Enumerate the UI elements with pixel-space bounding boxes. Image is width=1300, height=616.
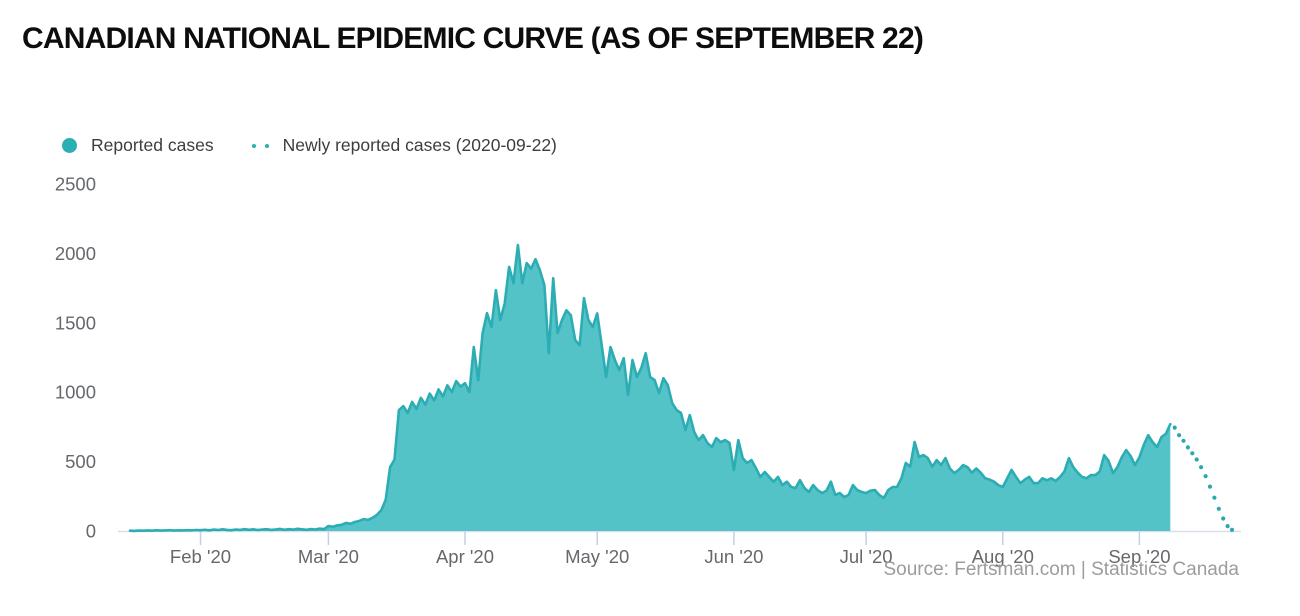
newly-reported-dot: [1203, 474, 1208, 479]
legend-item-reported-cases[interactable]: Reported cases: [62, 135, 214, 156]
x-axis-label: Jul '20: [840, 546, 893, 567]
y-axis-label: 1500: [55, 312, 96, 333]
x-axis-label: Aug '20: [972, 546, 1034, 567]
reported-cases-line: [128, 243, 1172, 533]
x-axis-label: Mar '20: [298, 546, 359, 567]
x-axis-label: Apr '20: [436, 546, 494, 567]
y-axis-label: 500: [65, 451, 96, 472]
newly-reported-dot: [1221, 516, 1226, 521]
source-credit: Source: Fertsman.com | Statistics Canada: [883, 559, 1239, 580]
newly-reported-dot: [1225, 524, 1230, 529]
x-axis-label: Sep '20: [1108, 546, 1170, 567]
reported-cases-dot-icon: [62, 138, 77, 153]
page-title: CANADIAN NATIONAL EPIDEMIC CURVE (AS OF …: [22, 22, 924, 55]
newly-reported-dot: [1199, 465, 1204, 470]
newly-reported-dot: [1172, 425, 1177, 430]
newly-reported-dot: [1194, 457, 1199, 462]
y-axis-label: 2000: [55, 243, 96, 264]
newly-reported-dotted-icon: [251, 143, 269, 148]
reported-cases-area: [130, 245, 1171, 531]
newly-reported-dot: [1181, 438, 1186, 443]
newly-reported-dot: [1185, 445, 1190, 450]
x-axis-label: Jun '20: [704, 546, 763, 567]
legend-label-newly-reported-cases: Newly reported cases (2020-09-22): [282, 135, 557, 155]
chart-legend: Reported cases Newly reported cases (202…: [62, 135, 557, 156]
y-axis-label: 1000: [55, 382, 96, 403]
legend-label-reported-cases: Reported cases: [91, 135, 214, 155]
newly-reported-dot: [1229, 527, 1235, 533]
newly-reported-dot: [1207, 484, 1213, 489]
y-axis-label: 0: [86, 521, 96, 542]
newly-reported-dot: [1177, 433, 1182, 438]
legend-item-newly-reported-cases[interactable]: Newly reported cases (2020-09-22): [251, 135, 557, 156]
x-axis-label: May '20: [565, 546, 629, 567]
newly-reported-dot: [1190, 451, 1195, 456]
newly-reported-dot: [1216, 506, 1221, 511]
y-axis-label: 2500: [55, 174, 96, 195]
x-axis-label: Feb '20: [170, 546, 231, 567]
newly-reported-dot: [1212, 495, 1217, 500]
